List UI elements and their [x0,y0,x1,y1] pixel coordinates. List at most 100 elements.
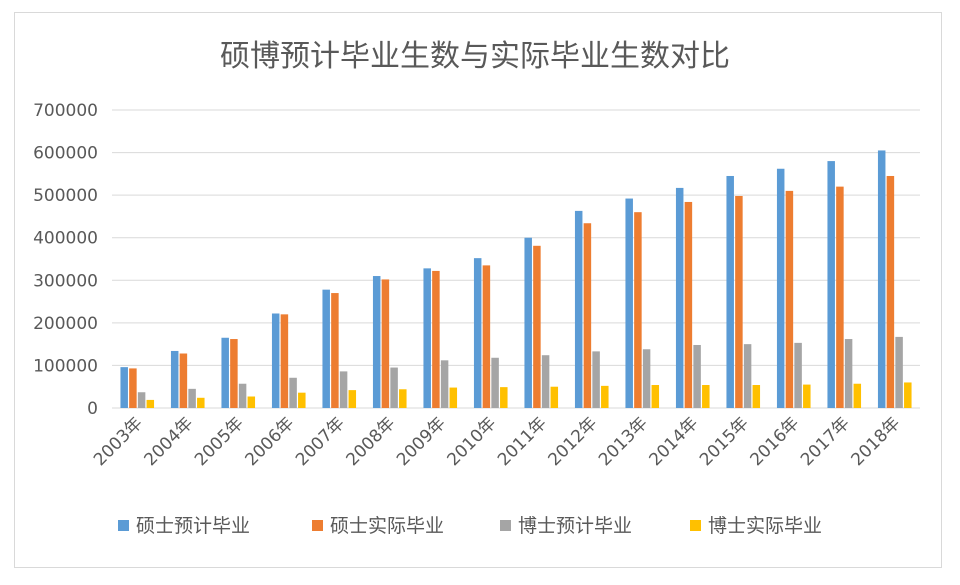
bar-2-4 [339,371,348,408]
bar-2-7 [491,357,499,408]
bar-2-9 [592,351,600,408]
y-tick-label: 100000 [33,356,98,376]
legend-label: 硕士预计毕业 [136,515,250,537]
x-tick-label: 2011年 [494,413,551,470]
x-tick-label: 2015年 [696,413,753,470]
legend-swatch [500,520,511,531]
bar-3-0 [146,399,155,408]
x-axis-tick-labels: 2003年2004年2005年2006年2007年2008年2009年2010年… [90,413,904,470]
bar-0-1 [170,350,179,408]
x-tick-label: 2008年 [343,413,400,470]
legend: 硕士预计毕业 硕士实际毕业 博士预计毕业 博士实际毕业 [118,515,822,537]
bar-1-3 [280,314,289,408]
bar-1-14 [836,186,844,408]
x-tick-label: 2006年 [242,413,299,470]
bar-3-13 [803,384,811,408]
legend-swatch [690,520,701,531]
x-tick-label: 2009年 [393,413,450,470]
legend-label: 博士实际毕业 [708,515,822,537]
bar-1-9 [583,223,592,408]
grid-layer [112,109,920,409]
x-tick-label: 2012年 [545,413,602,470]
bars-layer [120,150,912,408]
bar-0-3 [271,313,280,408]
bar-3-12 [752,385,761,408]
x-tick-label: 2016年 [747,413,804,470]
x-tick-label: 2010年 [444,413,501,470]
bar-3-1 [197,397,205,408]
y-tick-label: 700000 [33,101,98,121]
bar-3-6 [449,387,458,408]
y-tick-label: 200000 [33,314,98,334]
bar-3-11 [702,385,710,408]
bar-1-6 [432,270,440,408]
bar-1-15 [886,175,895,408]
bar-1-11 [684,201,693,408]
bar-3-2 [247,396,256,408]
bar-0-2 [221,337,229,408]
x-tick-label: 2003年 [90,413,147,470]
bar-3-5 [399,389,407,408]
bar-1-0 [129,368,137,408]
bar-1-13 [785,190,794,408]
bar-1-2 [230,339,238,408]
bar-0-10 [625,198,633,408]
bar-2-2 [238,383,247,408]
bar-0-12 [726,175,734,408]
y-tick-label: 400000 [33,229,98,249]
bar-2-5 [390,367,398,408]
bar-1-5 [381,279,390,408]
bar-2-12 [743,344,752,408]
bar-1-12 [735,195,743,408]
bar-1-1 [179,353,188,408]
bar-3-7 [500,387,508,408]
bar-3-4 [348,390,357,408]
bar-0-13 [776,168,785,408]
y-tick-label: 600000 [33,144,98,164]
bar-2-10 [642,349,651,408]
bar-0-9 [574,210,583,408]
bar-2-15 [895,336,903,408]
bar-2-11 [693,344,701,408]
x-tick-label: 2005年 [191,413,248,470]
bar-3-15 [904,382,912,408]
y-tick-label: 300000 [33,271,98,291]
bar-3-3 [298,392,306,408]
legend-label: 博士预计毕业 [518,515,632,537]
bar-2-8 [541,355,550,408]
x-tick-label: 2004年 [141,413,198,470]
legend-swatch [312,520,323,531]
bar-1-10 [634,212,642,408]
bar-0-0 [120,367,128,408]
legend-swatch [118,520,129,531]
legend-label: 硕士实际毕业 [330,515,444,537]
bar-2-3 [289,377,297,408]
bar-2-1 [188,388,196,408]
y-tick-label: 500000 [33,186,98,206]
bar-0-14 [827,161,835,408]
bar-0-4 [322,289,330,408]
bar-0-6 [423,268,431,408]
bar-2-0 [137,392,146,408]
y-tick-label: 0 [87,399,98,419]
bar-1-7 [482,265,491,408]
bar-2-14 [844,339,853,408]
bar-1-8 [533,245,541,408]
x-tick-label: 2018年 [848,413,905,470]
chart-title: 硕博预计毕业生数与实际毕业生数对比 [220,39,730,74]
bar-2-13 [794,342,802,408]
bar-0-8 [524,237,532,408]
y-axis-tick-labels: 0 100000 200000 300000 400000 500000 600000 700… [33,101,98,419]
bar-3-8 [550,386,559,408]
x-tick-label: 2007年 [292,413,349,470]
bar-3-10 [651,385,660,408]
bar-2-6 [440,360,449,408]
bar-0-11 [675,187,684,408]
bar-0-15 [877,150,886,408]
bar-0-7 [473,258,482,408]
bar-1-4 [331,293,339,408]
x-tick-label: 2017年 [797,413,854,470]
bar-3-14 [853,383,862,408]
bar-3-9 [601,385,609,408]
